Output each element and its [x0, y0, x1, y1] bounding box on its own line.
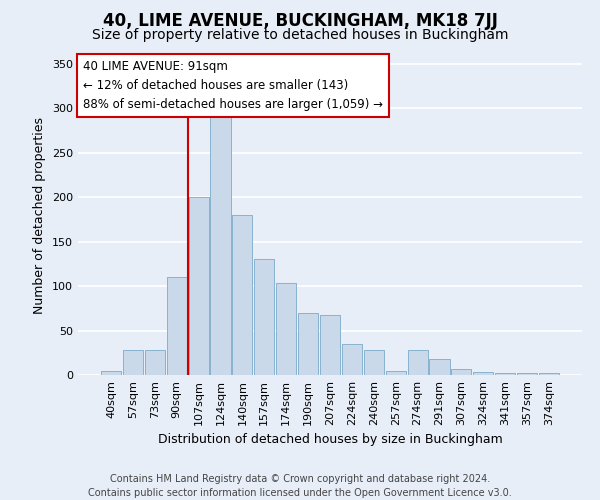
Bar [254, 260, 274, 375]
Text: Contains HM Land Registry data © Crown copyright and database right 2024.
Contai: Contains HM Land Registry data © Crown c… [88, 474, 512, 498]
Bar [320, 314, 340, 375]
Bar [123, 350, 143, 375]
Bar [298, 313, 318, 375]
Text: 40 LIME AVENUE: 91sqm
← 12% of detached houses are smaller (143)
88% of semi-det: 40 LIME AVENUE: 91sqm ← 12% of detached … [83, 60, 383, 111]
Text: Size of property relative to detached houses in Buckingham: Size of property relative to detached ho… [92, 28, 508, 42]
Bar [364, 350, 384, 375]
Bar [473, 372, 493, 375]
X-axis label: Distribution of detached houses by size in Buckingham: Distribution of detached houses by size … [158, 434, 502, 446]
Bar [232, 215, 253, 375]
Bar [101, 370, 121, 375]
Bar [211, 113, 230, 375]
Text: 40, LIME AVENUE, BUCKINGHAM, MK18 7JJ: 40, LIME AVENUE, BUCKINGHAM, MK18 7JJ [103, 12, 497, 30]
Bar [517, 373, 537, 375]
Bar [342, 344, 362, 375]
Bar [386, 370, 406, 375]
Y-axis label: Number of detached properties: Number of detached properties [34, 116, 46, 314]
Bar [276, 284, 296, 375]
Bar [430, 359, 449, 375]
Bar [145, 350, 165, 375]
Bar [167, 277, 187, 375]
Bar [407, 350, 428, 375]
Bar [188, 197, 209, 375]
Bar [539, 373, 559, 375]
Bar [451, 369, 472, 375]
Bar [495, 373, 515, 375]
